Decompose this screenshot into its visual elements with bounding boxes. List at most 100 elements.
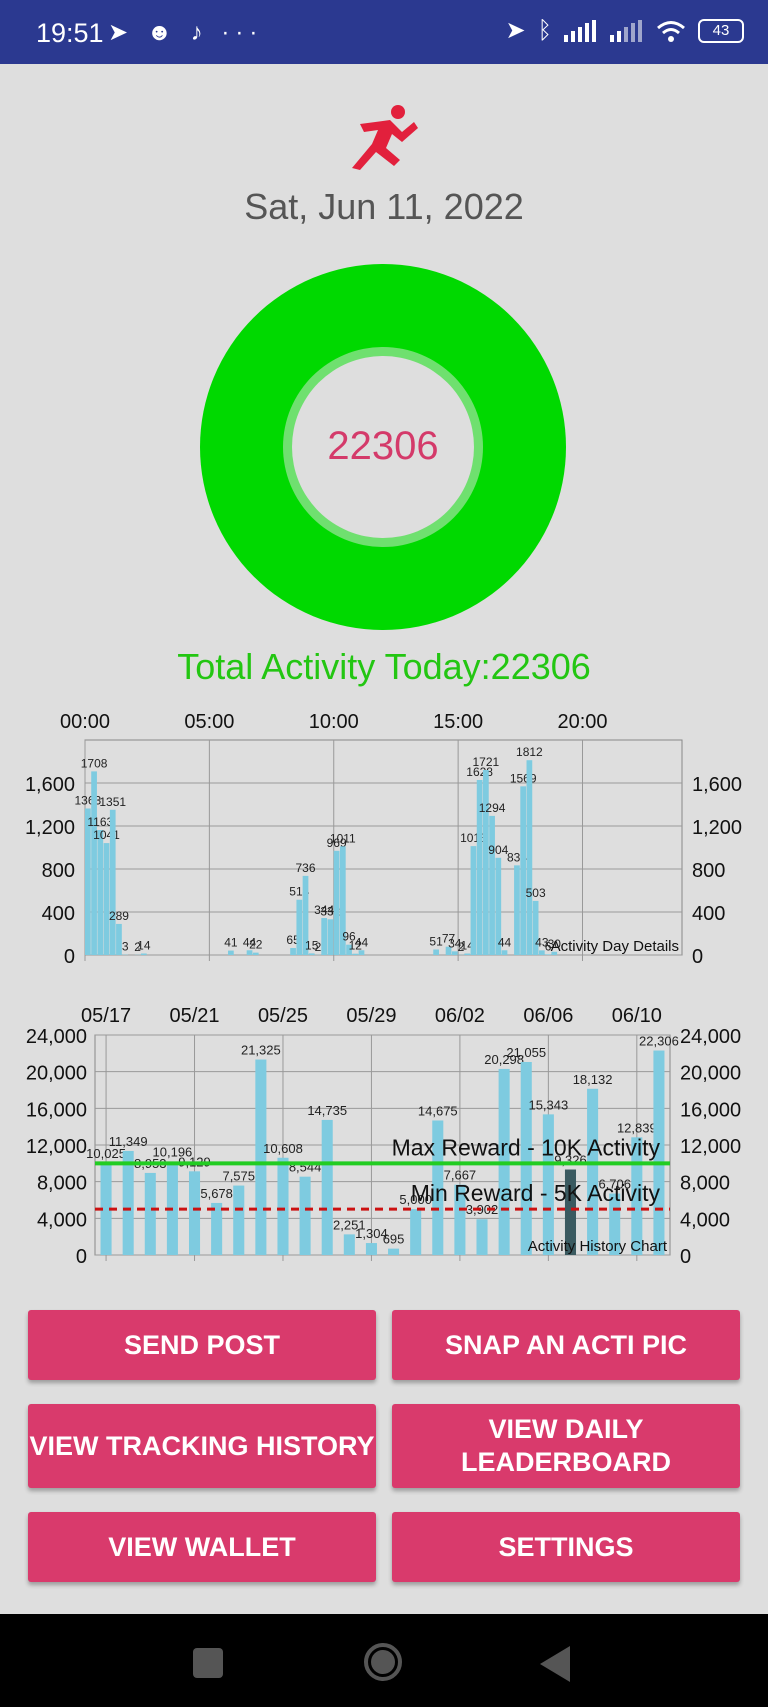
y-tick-label-right: 8,000 — [680, 1173, 730, 1195]
bar — [526, 760, 533, 955]
bar — [233, 1185, 245, 1255]
bar — [91, 771, 97, 955]
bar — [454, 1184, 466, 1255]
bar — [489, 815, 495, 955]
x-tick-label: 06/06 — [523, 1005, 573, 1027]
y-tick-label-right: 0 — [692, 946, 703, 968]
x-tick-label: 20:00 — [557, 711, 607, 733]
bar — [501, 950, 508, 955]
recent-apps-icon[interactable] — [193, 1648, 223, 1678]
x-tick-label: 00:00 — [60, 711, 110, 733]
bar — [343, 1234, 355, 1255]
snap-pic-button[interactable]: SNAP AN ACTI PIC — [392, 1310, 740, 1380]
data-label: 1,304 — [355, 1226, 388, 1241]
data-label: 344 — [314, 903, 334, 917]
bar — [255, 1059, 267, 1255]
y-tick-label: 24,000 — [26, 1026, 87, 1048]
wallet-button[interactable]: VIEW WALLET — [28, 1512, 376, 1582]
bar — [433, 949, 439, 955]
bar — [365, 1243, 377, 1255]
chart-caption: Activity History Chart — [528, 1238, 668, 1255]
bar — [302, 875, 309, 955]
history-activity-chart: 0 0 4,000 4,000 8,000 8,000 12,000 12,000 16,000… — [26, 1005, 741, 1268]
bar — [140, 953, 147, 955]
bar — [495, 857, 502, 955]
y-tick-label-right: 1,200 — [692, 817, 742, 839]
bluetooth-icon: ᛒ — [537, 16, 552, 44]
data-label: 1569 — [510, 771, 537, 785]
data-label: 2 — [458, 940, 465, 954]
bar — [188, 1171, 201, 1255]
y-tick-label-right: 0 — [680, 1246, 691, 1268]
bar — [346, 944, 352, 955]
bar — [296, 899, 303, 955]
data-label: 41 — [224, 936, 238, 950]
data-label: 14 — [137, 938, 151, 952]
bar — [476, 1219, 488, 1255]
tracking-history-button[interactable]: VIEW TRACKING HISTORY — [28, 1404, 376, 1488]
notification-icons: ➤ ☻ ♪ ··· — [108, 18, 263, 47]
data-label: 10,608 — [263, 1141, 303, 1156]
data-label: 1011 — [330, 831, 356, 845]
y-tick-label: 20,000 — [26, 1063, 87, 1085]
data-label: 2,251 — [333, 1217, 366, 1232]
y-tick-label-right: 1,600 — [692, 774, 742, 796]
bar — [564, 1169, 577, 1255]
current-date: Sat, Jun 11, 2022 — [244, 186, 524, 227]
bar — [333, 850, 340, 955]
data-label: 22,306 — [639, 1034, 679, 1049]
bar — [514, 865, 520, 955]
y-tick-label: 12,000 — [26, 1136, 87, 1158]
bar — [520, 1061, 532, 1255]
data-label: 20,298 — [484, 1052, 524, 1067]
data-label: 77 — [442, 932, 456, 946]
bar — [551, 951, 558, 955]
bar — [228, 950, 234, 955]
x-tick-label: 05/25 — [258, 1005, 308, 1027]
bar — [327, 919, 334, 955]
min-reward-label: Min Reward - 5K Activity — [411, 1180, 661, 1206]
back-icon[interactable] — [540, 1646, 570, 1682]
y-tick-label: 1,600 — [25, 774, 75, 796]
data-label: 503 — [526, 886, 546, 900]
data-label: 44 — [243, 935, 257, 949]
x-tick-label: 05/21 — [169, 1005, 219, 1027]
bar — [538, 950, 545, 955]
bar — [144, 1172, 156, 1255]
data-label: 44 — [498, 935, 512, 949]
data-label: 15 — [305, 938, 319, 952]
bar — [532, 900, 539, 955]
home-icon[interactable] — [364, 1643, 402, 1681]
send-post-button[interactable]: SEND POST — [28, 1310, 376, 1380]
y-tick-label-right: 4,000 — [680, 1209, 730, 1231]
data-label: 30 — [548, 937, 562, 951]
data-label: 1163 — [87, 815, 113, 829]
bar — [653, 1050, 665, 1255]
bar — [246, 950, 253, 955]
data-label: 11,349 — [109, 1134, 148, 1149]
daily-leaderboard-button[interactable]: VIEW DAILY LEADERBOARD — [392, 1404, 740, 1488]
battery-icon: 43 — [698, 18, 744, 43]
y-tick-label: 400 — [42, 903, 75, 925]
y-tick-label: 0 — [76, 1246, 87, 1268]
settings-button[interactable]: SETTINGS — [392, 1512, 740, 1582]
y-tick-label: 16,000 — [26, 1099, 87, 1121]
y-tick-label-right: 400 — [692, 903, 725, 925]
data-label: 6 — [545, 939, 552, 953]
data-label: 736 — [296, 861, 316, 875]
tiktok-icon: ♪ — [190, 19, 209, 46]
bar — [277, 1157, 289, 1255]
bar — [470, 846, 477, 955]
bar — [388, 1248, 400, 1255]
data-label: 3,902 — [466, 1202, 499, 1217]
data-label: 43 — [535, 935, 549, 949]
ring-value: 22306 — [327, 424, 439, 468]
bar — [290, 948, 296, 955]
data-label: 1041 — [93, 828, 120, 842]
navigation-bar — [0, 1614, 768, 1707]
home-icon-inner — [371, 1650, 395, 1674]
data-label: 21,055 — [506, 1045, 546, 1060]
bar — [476, 779, 483, 955]
bar — [464, 953, 471, 955]
chart-caption: Activity Day Details — [551, 938, 679, 955]
